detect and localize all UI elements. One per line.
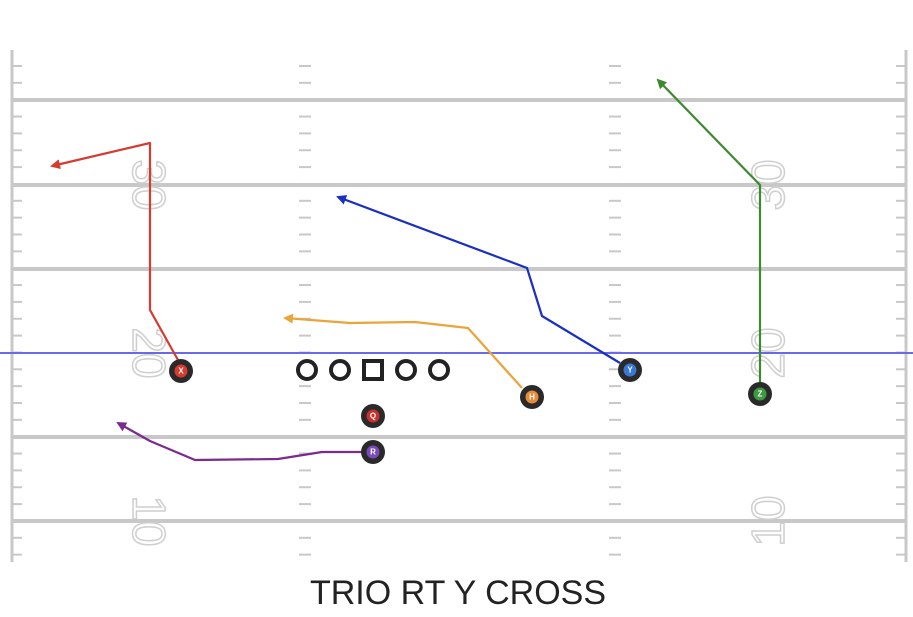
player: Z <box>748 382 772 406</box>
route <box>50 141 179 361</box>
play-title: TRIO RT Y CROSS <box>310 574 606 612</box>
route <box>283 313 523 389</box>
player-label: Y <box>627 366 633 375</box>
hash-marks <box>12 65 906 556</box>
yard-number: 30 <box>123 159 175 210</box>
player-label: Z <box>758 390 763 399</box>
center <box>362 359 384 381</box>
player: Q <box>361 404 385 428</box>
yard-number: 30 <box>742 159 794 210</box>
lineman <box>428 359 450 381</box>
player-label: Q <box>370 412 376 421</box>
lineman <box>296 359 318 381</box>
yard-lines <box>10 50 908 562</box>
player: X <box>169 359 193 383</box>
player-label: H <box>529 393 535 402</box>
route <box>656 78 762 383</box>
lineman <box>329 359 351 381</box>
offensive-line <box>296 359 450 381</box>
player: Y <box>618 358 642 382</box>
player: H <box>520 385 544 409</box>
yard-number: 10 <box>742 495 794 546</box>
route <box>336 195 621 364</box>
yard-number: 10 <box>123 495 175 546</box>
player: R <box>361 440 385 464</box>
player-label: R <box>370 448 376 457</box>
route <box>116 422 362 462</box>
lineman <box>395 359 417 381</box>
player-label: X <box>178 367 184 376</box>
